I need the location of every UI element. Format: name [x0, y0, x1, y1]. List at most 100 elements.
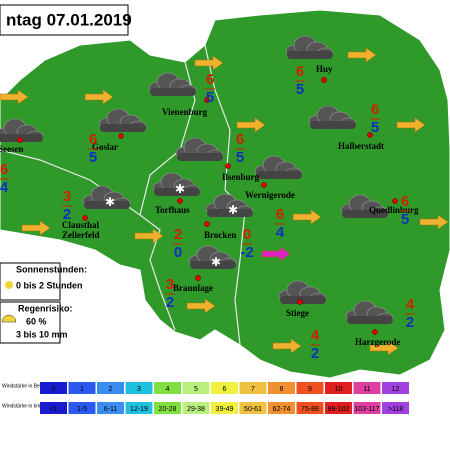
- temp-min: 2: [311, 345, 319, 362]
- temp-max: 4: [311, 327, 320, 344]
- wind-arrow: [419, 214, 449, 230]
- kmh-cell: [353, 402, 381, 414]
- city-label: Harzgerode: [355, 337, 400, 347]
- beaufort-value: 4: [166, 386, 170, 393]
- kmh-value: 89-102: [328, 406, 350, 413]
- rain-title: Regenrisiko:: [18, 303, 73, 313]
- temp-min: -2: [240, 244, 253, 261]
- temp-min: 5: [89, 149, 97, 166]
- city-dot: [297, 299, 303, 305]
- wind-arrow: [396, 117, 426, 133]
- temp-max: 6: [236, 131, 244, 148]
- city-dot: [392, 198, 398, 204]
- temp-max: 2: [174, 226, 182, 243]
- temp-min: 2: [406, 314, 414, 331]
- city-dot: [195, 275, 201, 281]
- temp-min: 5: [206, 89, 214, 106]
- city-label: Brocken: [204, 230, 236, 240]
- kmh-value: 103-117: [354, 406, 379, 413]
- snow-icon: ✱: [105, 195, 115, 209]
- city-label: Ilsenburg: [222, 172, 260, 182]
- city-label: Huy: [316, 64, 333, 74]
- beaufort-cell: [268, 382, 295, 394]
- temp-min: 0: [174, 244, 182, 261]
- beaufort-value: 9: [308, 386, 312, 393]
- wind-arrow: [236, 117, 266, 133]
- cloud: [280, 296, 326, 304]
- rain-percent: 60 %: [26, 316, 47, 326]
- cloud: [342, 210, 388, 218]
- city-label: Braunlage: [173, 283, 213, 293]
- beaufort-value: 11: [363, 386, 370, 393]
- city-dot: [261, 182, 267, 188]
- cloud: [207, 209, 253, 217]
- kmh-value: 39-49: [216, 406, 234, 413]
- kmh-cell: [154, 402, 181, 414]
- snow-icon: ✱: [175, 182, 185, 196]
- umbrella-icon: [1, 314, 17, 323]
- wind-arrow: [272, 338, 302, 354]
- beaufort-value: 6: [223, 386, 227, 393]
- kmh-cell: [325, 402, 352, 414]
- beaufort-cell: [154, 382, 181, 394]
- beaufort-value: 12: [392, 386, 400, 393]
- title: ntag 07.01.2019: [6, 10, 132, 29]
- city-dot: [82, 215, 88, 221]
- kmh-value: <1: [50, 406, 58, 413]
- city-dot: [367, 132, 373, 138]
- cloud: [347, 316, 393, 324]
- temp-max: 0: [243, 226, 251, 243]
- city-dot: [225, 163, 231, 169]
- temp-max: 6: [401, 193, 409, 210]
- beaufort-value: 7: [251, 386, 255, 393]
- temp-min: 5: [371, 119, 379, 136]
- snow-icon: ✱: [228, 203, 238, 217]
- beaufort-cell: [211, 382, 238, 394]
- city-dot: [321, 77, 327, 83]
- sun-icon: [5, 281, 13, 289]
- beaufort-cell: [68, 382, 96, 394]
- city-label: Goslar: [92, 142, 118, 152]
- cloud: [190, 261, 236, 269]
- kmh-cell: [211, 402, 238, 414]
- temp-max: 6: [89, 131, 97, 148]
- cloud: [154, 188, 200, 196]
- kmh-cell: [97, 402, 124, 414]
- wind-arrow: [292, 209, 322, 225]
- title-box: [0, 4, 129, 36]
- kmh-cell: [382, 402, 409, 414]
- kmh-cell: [268, 402, 295, 414]
- temp-max: 6: [276, 206, 284, 223]
- wind-arrow: [261, 246, 291, 262]
- kmh-value: 29-38: [187, 406, 205, 413]
- kmh-value: 62-74: [273, 406, 291, 413]
- city-label: Halberstadt: [338, 141, 384, 151]
- kmh-label: Windstärke in km/h: [2, 403, 45, 409]
- temp-max: 6: [0, 161, 8, 178]
- wind-arrow: [21, 220, 51, 236]
- temp-min: 4: [0, 179, 9, 196]
- wind-arrow: [84, 89, 114, 105]
- temp-min: 5: [236, 149, 244, 166]
- kmh-value: 20-28: [159, 406, 177, 413]
- beaufort-label: Windstärke in Beaufort: [2, 383, 53, 389]
- beaufort-value: 3: [137, 386, 141, 393]
- wind-arrow: [194, 55, 224, 71]
- snow-icon: ✱: [211, 255, 221, 269]
- wind-arrow: [347, 47, 377, 63]
- beaufort-value: 8: [280, 386, 284, 393]
- kmh-value: 75-88: [301, 406, 319, 413]
- cloud: [177, 153, 223, 161]
- beaufort-cell: [97, 382, 124, 394]
- city-label: Stiege: [286, 308, 309, 318]
- kmh-cell: [68, 402, 96, 414]
- kmh-cell: [182, 402, 210, 414]
- beaufort-cell: [296, 382, 324, 394]
- kmh-value: 50-61: [244, 406, 262, 413]
- wind-arrow: [369, 340, 399, 356]
- cloud: [256, 171, 302, 179]
- beaufort-cell: [125, 382, 153, 394]
- temp-max: 6: [206, 71, 214, 88]
- cloud: [84, 201, 130, 209]
